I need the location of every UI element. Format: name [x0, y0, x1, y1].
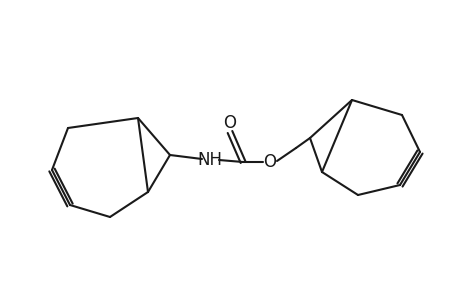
Text: NH: NH [197, 151, 222, 169]
Text: O: O [263, 153, 276, 171]
Text: O: O [223, 114, 236, 132]
